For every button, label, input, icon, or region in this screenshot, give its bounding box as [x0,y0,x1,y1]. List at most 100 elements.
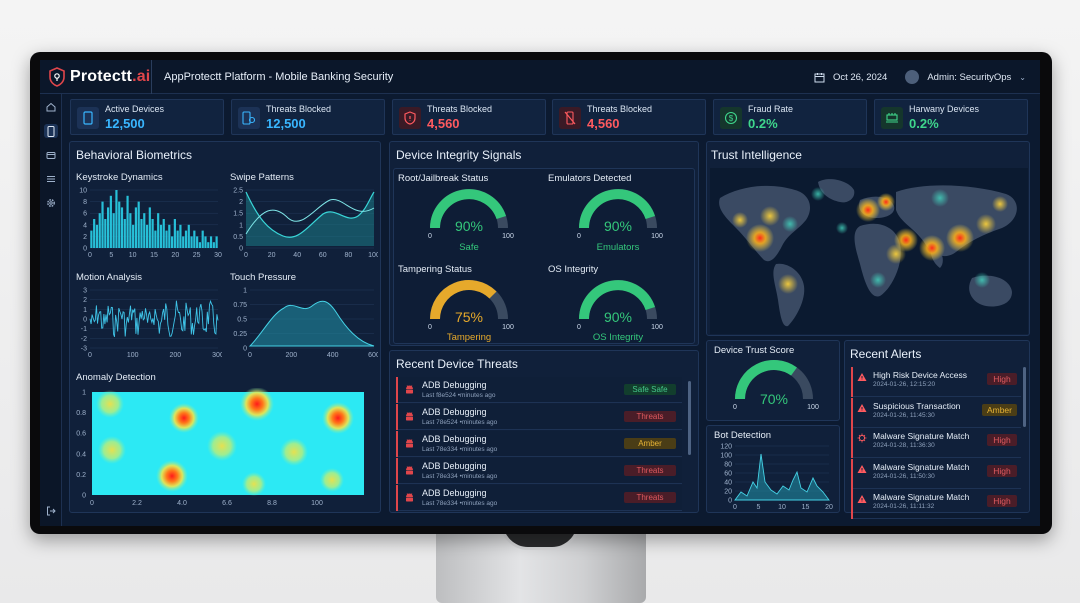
x-tick-label: 20 [268,252,276,259]
x-tick-label: 15 [150,252,158,259]
panel-title: Behavioral Biometrics [76,148,193,162]
keystroke-bar [198,242,202,248]
warning-icon [857,495,867,503]
threat-status-badge[interactable]: Safe Safe [624,384,676,395]
keystroke-bar [190,236,193,248]
keystroke-bar [98,213,101,248]
x-tick-label: 300 [212,352,222,359]
alert-row[interactable]: Malware Signature Match 2024-01-26, 11:11… [851,489,1021,519]
tampering-gauge: 0 100 [428,280,514,329]
threat-status-badge[interactable]: Amber [624,438,676,449]
threat-subtitle: Last 78e524 •minutes ago [422,419,498,426]
threat-status-badge[interactable]: Threats [624,465,676,476]
threat-row[interactable]: ADB Debugging Last f8e524 •minutes ago Saf… [396,377,682,403]
y-tick-label: 2 [239,199,243,206]
keystroke-bar [154,230,157,248]
threat-name: ADB Debugging [422,434,487,444]
kpi-threats-blocked[interactable]: Threats Blocked 12,500 [231,99,385,135]
touch-title: Touch Pressure [230,272,297,283]
keystroke-bar [207,242,210,248]
alert-severity-badge[interactable]: Amber [981,403,1017,416]
threat-row[interactable]: ADB Debugging Last 78e524 •minutes ago Thr… [396,404,682,430]
user-menu[interactable]: Admin: SecurityOps [927,71,1012,83]
severity-bar [396,404,398,430]
alert-severity-badge[interactable]: High [987,495,1017,507]
kpi-active-devices[interactable]: Active Devices 12,500 [70,99,224,135]
x-tick-label: 60 [319,252,327,259]
threat-list-scrollbar[interactable] [688,381,691,455]
y-tick-label: 0.25 [233,331,247,338]
x-tick-label: 0 [88,252,92,259]
calendar-icon [814,72,825,82]
keystroke-bar [162,219,165,248]
keystroke-bar [193,230,196,248]
threat-row[interactable]: ADB Debugging Last 78e334 •minutes ago Thr… [396,458,682,484]
threat-row[interactable]: ADB Debugging Last 78e334 •minutes ago Thr… [396,485,682,511]
y-tick-label: 0.5 [233,234,243,241]
keystroke-bar [212,242,215,248]
kpi-value: 12,500 [266,116,306,131]
gauge-range-label: 0 [733,404,737,411]
threat-name: ADB Debugging [422,461,487,471]
gauge-fill [735,360,797,400]
keystroke-bar [137,201,140,248]
app-title: AppProtectt Platform - Mobile Banking Se… [164,70,394,83]
severity-bar [851,397,853,428]
keystroke-bar [101,201,104,248]
alert-severity-badge[interactable]: High [987,373,1017,385]
alert-row[interactable]: High Risk Device Access 2024-01-26, 12:15… [851,367,1021,397]
threat-row[interactable]: ADB Debugging Last 78e334 •minutes ago Amb… [396,431,682,457]
severity-bar [851,367,853,397]
alert-severity-badge[interactable]: High [987,464,1017,477]
keystroke-bar [179,224,182,248]
list-icon[interactable] [44,172,58,186]
brand-logo[interactable]: Protectt.ai [40,60,152,94]
y-tick-label: 0.4 [76,451,86,458]
logo-text: Protectt [70,67,133,85]
phone-off-icon [559,107,581,129]
panel-title: Trust Intelligence [711,148,802,162]
threat-status-badge[interactable]: Threats [624,492,676,503]
kpi-threats-blocked-device[interactable]: Threats Blocked 4,560 [552,99,706,135]
kpi-threats-blocked-red[interactable]: Threats Blocked 4,560 [392,99,546,135]
kpi-value: 12,500 [105,116,145,131]
gauge-range-label: 100 [807,404,819,411]
swipe-line-a [245,191,375,238]
panel-title: Recent Alerts [850,347,922,361]
gauge-fill [579,189,656,229]
severity-bar [851,458,853,489]
alerts-scrollbar[interactable] [1023,367,1026,427]
wallet-icon[interactable] [44,148,58,162]
x-tick-label: 600 [368,352,378,359]
x-tick-label: 200 [285,352,297,359]
gauge-range-label: 100 [651,324,663,329]
user-avatar[interactable] [905,70,920,84]
trust-score-title: Device Trust Score [714,345,795,356]
gauge-range-label: 100 [502,324,514,329]
x-tick-label: 10 [129,252,137,259]
alert-row[interactable]: Malware Signature Match 2024-01-28, 11:36… [851,428,1021,458]
alert-row[interactable]: Suspicious Transaction 2024-01-26, 11:45:… [851,397,1021,428]
logout-icon[interactable] [44,504,58,518]
gear-icon[interactable] [44,196,58,210]
keystroke-bar [123,219,126,248]
chevron-down-icon[interactable]: ⌄ [1019,72,1026,82]
threat-name: ADB Debugging [422,380,487,390]
keystroke-bar [112,213,115,248]
kpi-hardware-devices[interactable]: Harwany Devices 0.2% [874,99,1028,135]
gauge-range-label: 100 [651,233,663,238]
kpi-fraud-rate[interactable]: $ Fraud Rate 0.2% [713,99,867,135]
y-tick-label: 0.5 [237,317,247,324]
home-icon[interactable] [44,100,58,114]
y-tick-label: 0.6 [76,431,86,438]
warning-icon [857,403,867,412]
severity-bar [851,489,853,519]
mobile-device-icon[interactable] [44,124,58,138]
swipe-line-b [245,199,375,235]
top-bar: Protectt.ai AppProtectt Platform - Mobil… [40,60,1040,94]
x-tick-label: 15 [802,504,810,511]
threat-status-badge[interactable]: Threats [624,411,676,422]
y-tick-label: 2 [83,234,87,241]
alert-severity-badge[interactable]: High [987,434,1017,446]
alert-row[interactable]: Malware Signature Match 2024-01-26, 11:50… [851,458,1021,489]
